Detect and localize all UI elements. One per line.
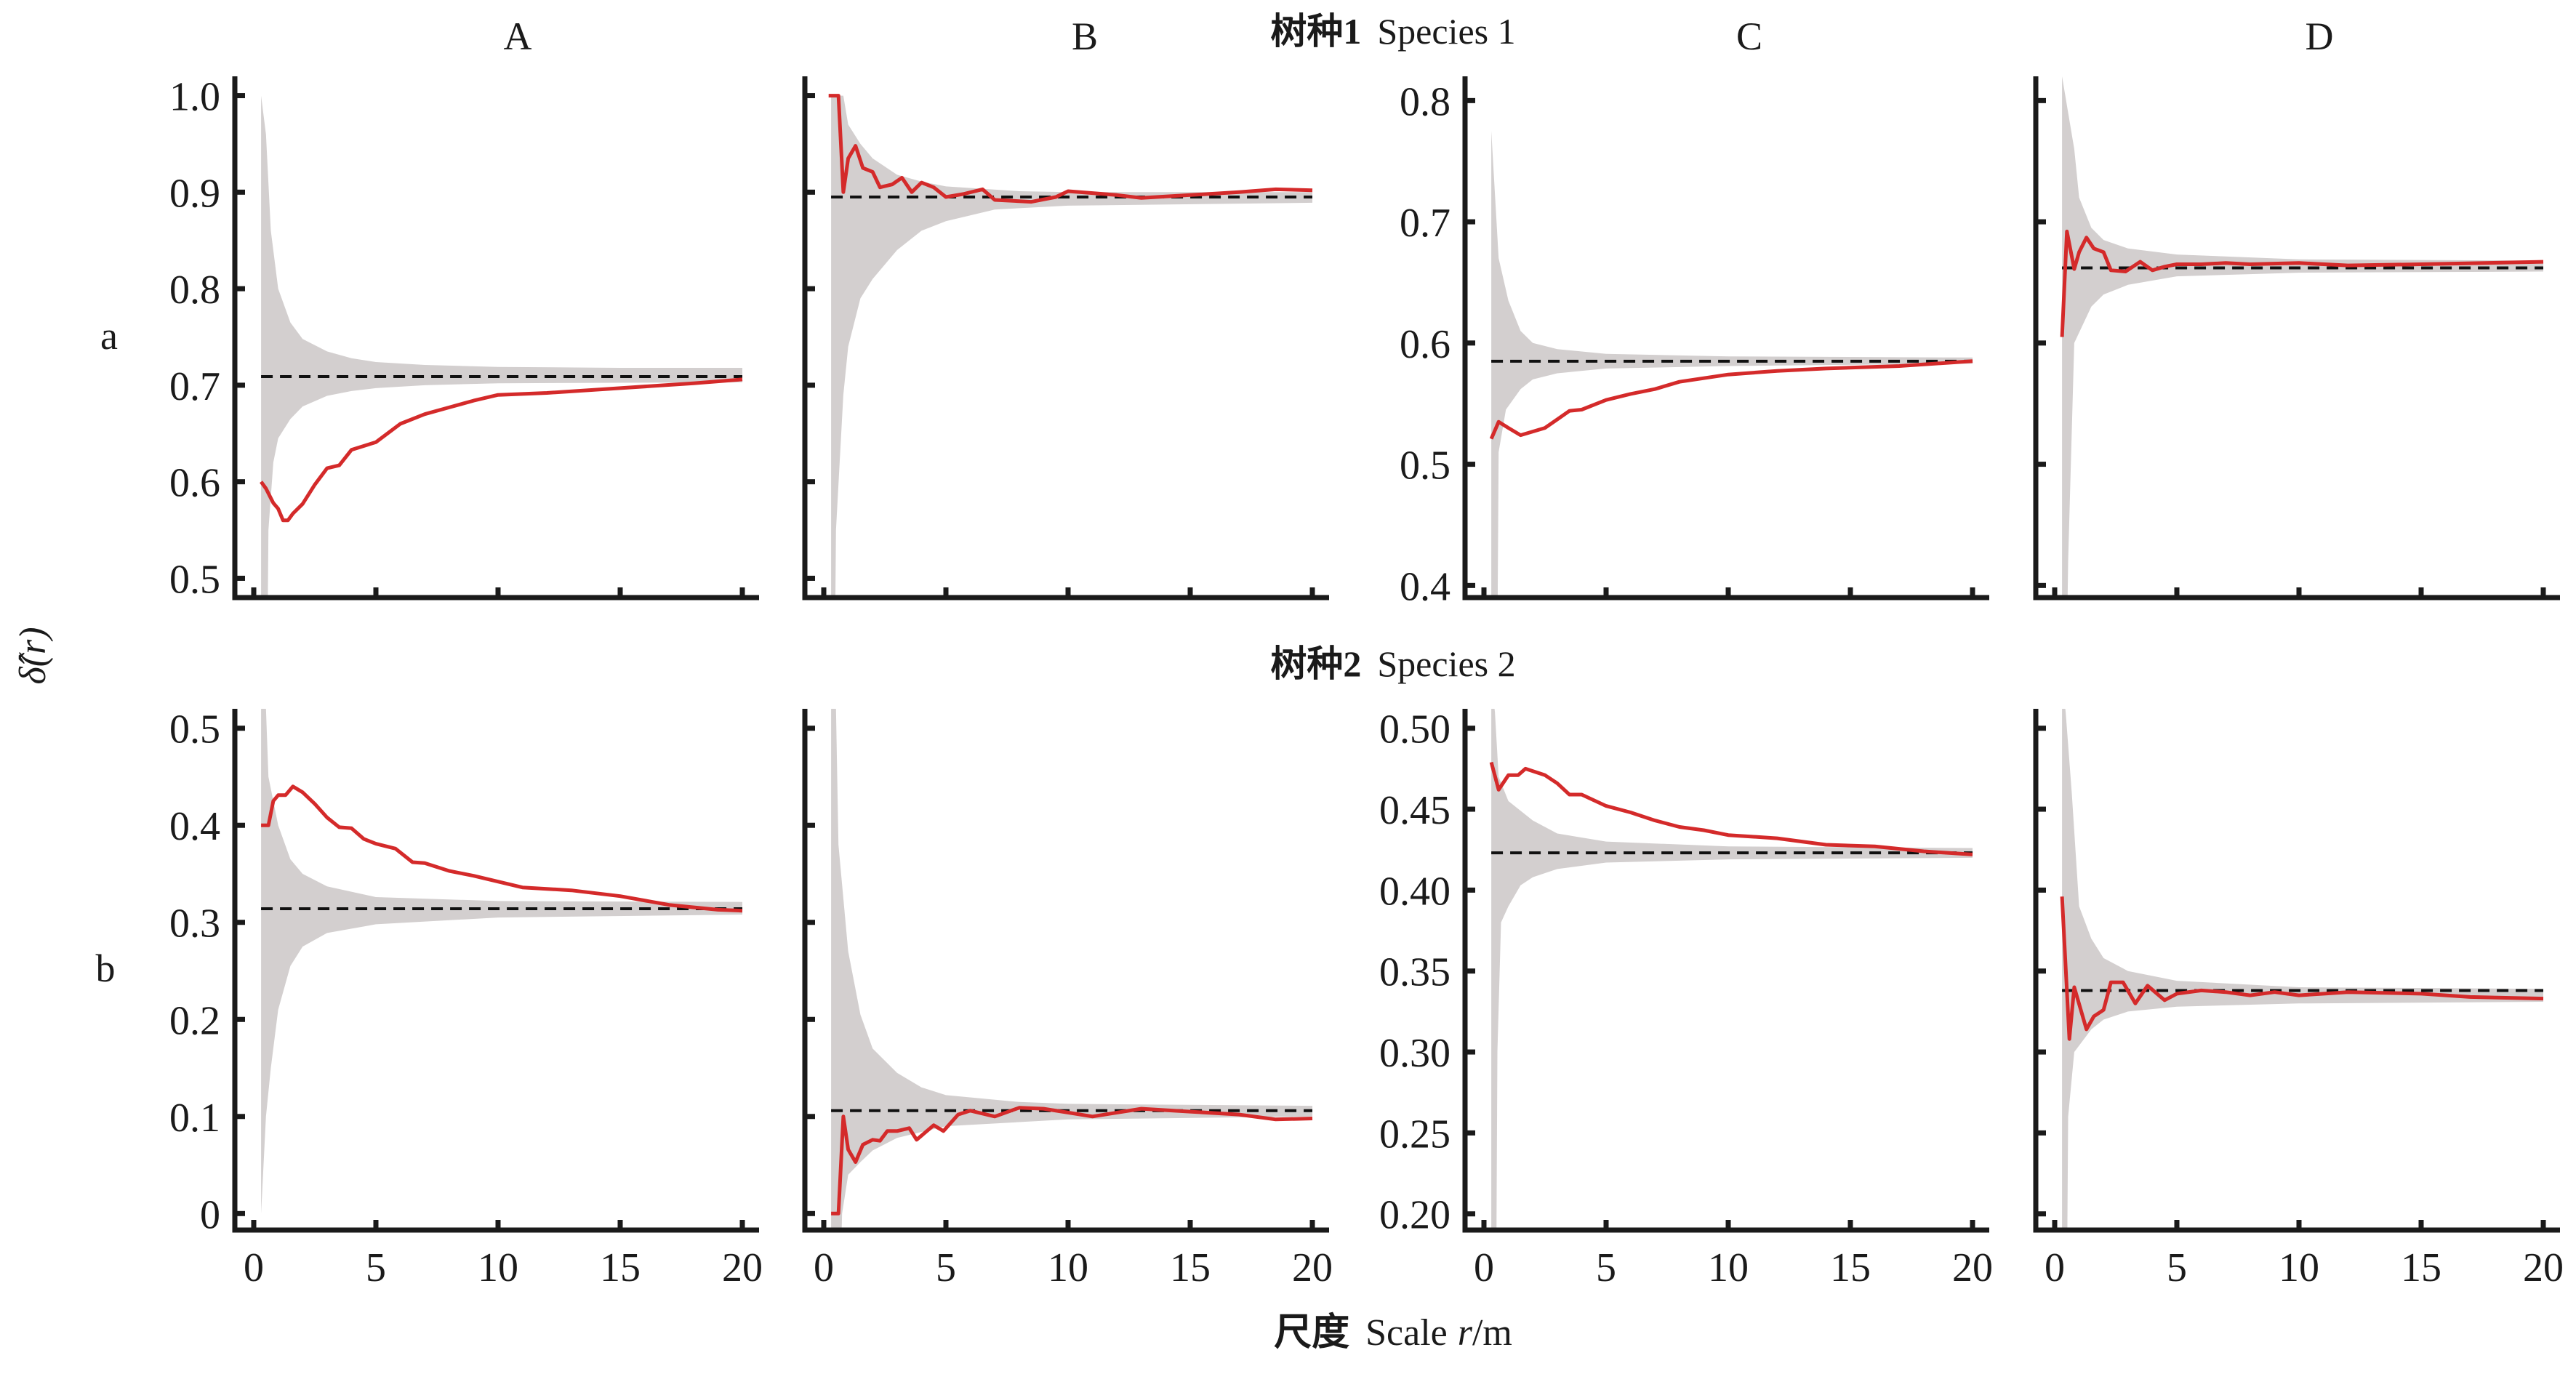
y-tick-label: 1.0 <box>169 75 220 120</box>
y-tick-label: 0.7 <box>1400 201 1450 246</box>
x-tick-label: 0 <box>2045 1245 2065 1290</box>
x-tick-label: 20 <box>722 1245 763 1290</box>
panel-A-b: 0 0.1 0.2 0.3 0.4 0.5 0 5 10 15 20 <box>169 707 763 1290</box>
y-tick-label: 0.20 <box>1379 1193 1450 1238</box>
y-tick-label: 0.8 <box>169 268 220 313</box>
y-tick-label: 0.5 <box>169 707 220 752</box>
observed-line <box>260 377 743 523</box>
y-tick-label: 0.40 <box>1379 869 1450 914</box>
column-title-C: C <box>1736 15 1762 58</box>
envelope-band <box>2062 709 2543 1228</box>
observed-line <box>1489 359 1973 440</box>
column-title-B: B <box>1072 15 1098 58</box>
row-label-b: b <box>96 947 116 990</box>
panel-C-a: 0.4 0.5 0.6 0.7 0.8 <box>1400 76 1989 609</box>
y-tick-label: 0.4 <box>1400 564 1450 609</box>
y-tick-label: 0.4 <box>169 804 220 849</box>
y-tick-label: 0.5 <box>169 557 220 602</box>
y-tick-label: 0.5 <box>1400 443 1450 489</box>
x-tick-label: 10 <box>1048 1245 1088 1290</box>
x-tick-label: 10 <box>1708 1245 1749 1290</box>
observed-line <box>1489 761 1973 856</box>
envelope-band <box>831 95 1312 595</box>
x-tick-label: 5 <box>936 1245 956 1290</box>
panel-C-b: 0.20 0.25 0.30 0.35 0.40 0.45 0.50 0 5 10 15 20 <box>1379 707 1993 1290</box>
x-tick-label: 20 <box>1292 1245 1333 1290</box>
x-tick-label: 0 <box>244 1245 264 1290</box>
observed-line <box>261 784 743 913</box>
panel-A-a: 0.5 0.6 0.7 0.8 0.9 1.0 <box>169 75 759 602</box>
x-tick-label: 15 <box>1830 1245 1871 1290</box>
panel-B-a <box>802 76 1329 600</box>
observed-line <box>828 94 1313 204</box>
panels: 0.5 0.6 0.7 0.8 0.9 1.0 0.4 0.5 0.6 0.7 0.8 0 0.1 0.2… <box>169 75 2564 1290</box>
y-tick-label: 0.50 <box>1379 707 1450 752</box>
section-title-species-1: 树种1 Species 1 <box>1270 11 1515 52</box>
y-tick-label: 0.6 <box>169 461 220 506</box>
x-axis-title: 尺度 Scale r/m <box>1274 1311 1512 1354</box>
x-tick-label: 0 <box>1474 1245 1494 1290</box>
row-label-a: a <box>100 314 118 358</box>
column-title-D: D <box>2306 15 2334 58</box>
observed-line <box>2060 229 2544 337</box>
x-tick-label: 10 <box>478 1245 518 1290</box>
x-tick-label: 5 <box>2167 1245 2187 1290</box>
x-tick-label: 5 <box>1596 1245 1616 1290</box>
y-tick-label: 0.8 <box>1400 79 1450 124</box>
x-tick-label: 15 <box>1170 1245 1211 1290</box>
y-tick-label: 0.2 <box>169 998 220 1043</box>
x-tick-label: 20 <box>1952 1245 1993 1290</box>
column-title-A: A <box>504 15 532 58</box>
x-tick-label: 5 <box>366 1245 386 1290</box>
y-tick-label: 0 <box>200 1192 220 1237</box>
y-tick-label: 0.6 <box>1400 322 1450 367</box>
envelope-band <box>261 709 742 1214</box>
observed-line <box>831 1106 1313 1216</box>
x-tick-label: 15 <box>600 1245 641 1290</box>
x-tick-label: 10 <box>2279 1245 2319 1290</box>
y-tick-label: 0.9 <box>169 171 220 216</box>
panel-D-a <box>2033 76 2560 600</box>
y-axis-title: δ̂(r) <box>12 627 54 684</box>
y-tick-label: 0.25 <box>1379 1112 1450 1157</box>
envelope-band <box>1491 131 1973 595</box>
panel-B-b: 0 5 10 15 20 <box>802 709 1333 1290</box>
envelope-band <box>831 709 1312 1228</box>
y-tick-label: 0.35 <box>1379 950 1450 995</box>
envelope-band <box>2062 76 2543 595</box>
y-tick-label: 0.1 <box>169 1096 220 1141</box>
y-tick-label: 0.7 <box>169 364 220 409</box>
y-tick-label: 0.30 <box>1379 1031 1450 1076</box>
section-title-species-2: 树种2 Species 2 <box>1270 643 1515 684</box>
observed-line <box>2060 896 2544 1041</box>
x-tick-label: 20 <box>2523 1245 2564 1290</box>
x-tick-label: 15 <box>2401 1245 2441 1290</box>
envelope-band <box>1491 709 1973 1228</box>
x-tick-label: 0 <box>814 1245 834 1290</box>
y-tick-label: 0.3 <box>169 901 220 947</box>
panel-D-b: 0 5 10 15 20 <box>2033 709 2564 1290</box>
y-tick-label: 0.45 <box>1379 788 1450 833</box>
